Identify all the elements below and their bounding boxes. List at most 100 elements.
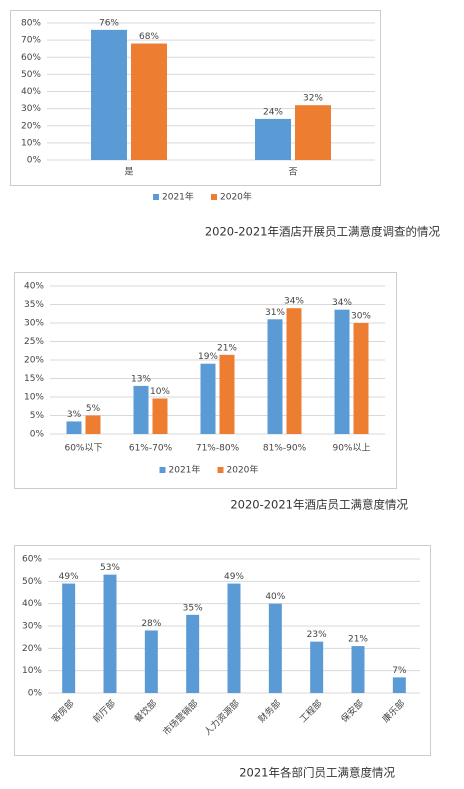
x-tick-label: 市场营销部 (160, 697, 200, 737)
data-label: 19% (198, 352, 218, 362)
y-tick-label: 50% (22, 577, 42, 587)
x-tick-label: 60%以下 (64, 444, 102, 454)
y-tick-label: 30% (24, 319, 44, 329)
bar (286, 308, 302, 434)
bar (295, 105, 331, 160)
data-label: 24% (263, 107, 283, 117)
bar (152, 398, 168, 434)
data-label: 53% (100, 563, 120, 573)
bar (267, 319, 283, 434)
x-tick-label: 客房部 (49, 697, 77, 725)
data-label: 49% (224, 572, 244, 582)
y-tick-label: 60% (22, 555, 42, 565)
bar (268, 603, 282, 693)
x-tick-label: 工程部 (297, 697, 325, 725)
bar (310, 641, 324, 693)
bar (334, 309, 350, 434)
data-label: 5% (86, 404, 101, 414)
x-tick-label: 康乐部 (380, 697, 408, 725)
legend-label: 2021年 (169, 464, 201, 476)
y-tick-label: 5% (30, 411, 45, 421)
data-label: 28% (141, 619, 161, 629)
data-label: 76% (99, 18, 119, 28)
bar (392, 677, 406, 693)
y-tick-label: 40% (21, 87, 41, 97)
bar (133, 385, 149, 434)
y-tick-label: 10% (24, 393, 44, 403)
y-tick-label: 10% (21, 138, 41, 148)
y-tick-label: 20% (21, 121, 41, 131)
data-label: 32% (303, 94, 323, 104)
y-tick-label: 30% (21, 104, 41, 114)
legend-swatch (217, 467, 224, 473)
x-tick-label: 前厅部 (90, 697, 118, 725)
bar (66, 421, 82, 434)
legend-swatch (153, 194, 159, 200)
legend-label: 2020年 (227, 464, 259, 476)
y-tick-label: 20% (24, 356, 44, 366)
y-tick-label: 0% (27, 156, 42, 166)
legend-swatch (211, 194, 217, 200)
bar (351, 646, 365, 693)
y-tick-label: 15% (24, 374, 44, 384)
bar (255, 118, 291, 160)
y-tick-label: 25% (24, 337, 44, 347)
bar (144, 630, 158, 693)
chart-title: 2020-2021年酒店员工满意度情况 (230, 498, 408, 512)
bar (62, 583, 76, 693)
y-tick-label: 10% (22, 666, 42, 676)
y-tick-label: 40% (24, 282, 44, 292)
x-tick-label: 是 (124, 167, 133, 178)
y-tick-label: 0% (30, 430, 45, 440)
legend-label: 2020年 (220, 191, 252, 203)
legend-swatch (159, 467, 166, 473)
data-label: 3% (67, 410, 82, 420)
data-label: 49% (59, 572, 79, 582)
y-tick-label: 80% (21, 19, 41, 29)
y-tick-label: 20% (22, 644, 42, 654)
x-tick-label: 财务部 (256, 697, 284, 725)
data-label: 21% (217, 343, 237, 353)
bar (103, 574, 117, 693)
x-tick-label: 人力资源部 (202, 697, 242, 737)
y-tick-label: 40% (22, 599, 42, 609)
y-tick-label: 60% (21, 53, 41, 63)
data-label: 23% (307, 630, 327, 640)
y-tick-label: 35% (24, 300, 44, 310)
bar (200, 363, 216, 434)
data-label: 31% (265, 308, 285, 318)
data-label: 30% (351, 312, 371, 322)
chart-title: 2020-2021年酒店开展员工满意度调查的情况 (205, 225, 441, 239)
x-tick-label: 保安部 (338, 697, 366, 725)
chart-frame (14, 545, 431, 756)
bar (227, 583, 241, 693)
data-label: 40% (265, 592, 285, 602)
bar (131, 43, 167, 160)
data-label: 34% (284, 297, 304, 307)
y-tick-label: 0% (28, 689, 43, 699)
data-label: 10% (150, 387, 170, 397)
x-tick-label: 81%-90% (263, 444, 307, 454)
data-label: 35% (183, 603, 203, 613)
y-tick-label: 70% (21, 36, 41, 46)
data-label: 68% (139, 32, 159, 42)
bar (219, 354, 235, 434)
bar (186, 614, 200, 693)
chart-frame (14, 272, 397, 489)
y-tick-label: 30% (22, 622, 42, 632)
data-label: 21% (348, 635, 368, 645)
y-tick-label: 50% (21, 70, 41, 80)
chart-title: 2021年各部门员工满意度情况 (239, 766, 395, 780)
data-label: 34% (332, 298, 352, 308)
chart-frame (10, 10, 381, 186)
legend-label: 2021年 (162, 191, 194, 203)
x-tick-label: 61%-70% (129, 444, 173, 454)
x-tick-label: 否 (288, 167, 297, 178)
bar (353, 323, 369, 434)
data-label: 13% (131, 374, 151, 384)
x-tick-label: 90%以上 (332, 443, 370, 454)
bar (91, 29, 127, 160)
x-tick-label: 71%-80% (196, 444, 240, 454)
x-tick-label: 餐饮部 (132, 697, 160, 725)
